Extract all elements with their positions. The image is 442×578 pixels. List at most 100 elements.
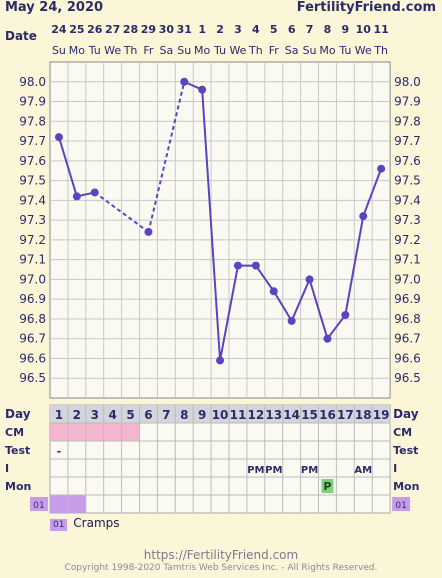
- y-tick-label-right: 96.5: [394, 371, 421, 385]
- date-tick-label: 2: [216, 23, 224, 36]
- y-tick-label-right: 96.8: [394, 312, 421, 326]
- y-tick-label-left: 97.2: [19, 233, 46, 247]
- cycle-day-label: 2: [73, 408, 81, 422]
- y-tick-label-right: 97.5: [394, 174, 421, 188]
- date-tick-label: 27: [105, 23, 120, 36]
- temp-line-segment: [201, 89, 222, 361]
- date-tick-label: 31: [177, 23, 192, 36]
- date-tick-label: 1: [198, 23, 206, 36]
- temp-line-segment: [290, 279, 311, 322]
- weekday-label: Su: [52, 44, 66, 57]
- cm-cell-filled: [67, 423, 86, 441]
- weekday-label: Fr: [269, 44, 280, 57]
- y-tick-label-left: 97.8: [19, 114, 46, 128]
- y-tick-label-right: 97.1: [394, 253, 421, 267]
- footer-url: https://FertilityFriend.com: [143, 548, 299, 562]
- cycle-day-label: 11: [230, 408, 247, 422]
- y-tick-label-left: 97.6: [19, 154, 46, 168]
- cycle-day-label: 10: [212, 408, 229, 422]
- y-tick-label-right: 97.4: [394, 193, 421, 207]
- y-tick-label-right: 96.6: [394, 351, 421, 365]
- cycle-day-label: 18: [355, 408, 372, 422]
- note-legend: 01 Cramps: [50, 516, 120, 531]
- weekday-label: We: [355, 44, 372, 57]
- cycle-day-label: 3: [91, 408, 99, 422]
- date-tick-label: 5: [270, 23, 278, 36]
- chart-date: May 24, 2020: [5, 0, 104, 15]
- note-cell-filled: [67, 495, 86, 513]
- cycle-day-label: 5: [126, 408, 134, 422]
- y-tick-label-right: 97.6: [394, 154, 421, 168]
- date-tick-label: 28: [123, 23, 138, 36]
- temp-point: [377, 164, 386, 173]
- temp-point: [198, 85, 207, 94]
- weekday-label: Mo: [69, 44, 85, 57]
- y-tick-label-right: 97.0: [394, 272, 421, 286]
- y-tick-label-right: 97.9: [394, 95, 421, 109]
- intercourse-mark: PM: [301, 465, 318, 476]
- y-tick-label-left: 98.0: [19, 75, 46, 89]
- temp-point: [180, 77, 189, 86]
- weekday-label: Tu: [213, 44, 226, 57]
- weekday-label: Su: [177, 44, 191, 57]
- temp-point: [359, 212, 368, 221]
- footer-copyright: Copyright 1998-2020 Tamtris Web Services…: [64, 563, 378, 573]
- cycle-day-label: 1: [55, 408, 63, 422]
- y-tick-label-right: 97.7: [394, 134, 421, 148]
- date-tick-label: 29: [141, 23, 156, 36]
- y-tick-label-left: 97.3: [19, 213, 46, 227]
- temp-point: [251, 261, 260, 270]
- note-chip-right: [392, 497, 411, 511]
- temp-line-segment: [272, 290, 293, 322]
- cycle-day-label: 4: [108, 408, 116, 422]
- temp-point: [72, 192, 81, 201]
- y-tick-label-left: 97.4: [19, 193, 46, 207]
- y-tick-label-left: 96.6: [19, 351, 46, 365]
- cycle-day-label: 8: [180, 408, 188, 422]
- y-tick-label-right: 96.7: [394, 332, 421, 346]
- intercourse-mark: PM: [265, 465, 282, 476]
- y-tick-label-left: 97.1: [19, 253, 46, 267]
- row-label-mon-right: Mon: [393, 480, 419, 493]
- temp-line-segment-dashed: [147, 81, 186, 233]
- y-tick-label-left: 97.7: [19, 134, 46, 148]
- temp-line-segment: [219, 265, 239, 361]
- temp-point: [287, 316, 296, 325]
- y-tick-label-left: 96.7: [19, 332, 46, 346]
- weekday-label: Th: [373, 44, 388, 57]
- fertility-chart: 98.0 98.0 97.9 97.9 97.8 97.8 97.7 97.7 97.6 97.6…: [5, 23, 421, 514]
- temp-point: [305, 275, 314, 284]
- y-tick-label-left: 97.5: [19, 174, 46, 188]
- date-tick-label: 30: [159, 23, 175, 36]
- y-tick-label-left: 96.9: [19, 292, 46, 306]
- temp-point: [323, 334, 332, 343]
- date-tick-label: 25: [69, 23, 84, 36]
- cycle-day-label: 14: [283, 408, 300, 422]
- weekday-label: Mo: [194, 44, 210, 57]
- cycle-day-label: 12: [247, 408, 264, 422]
- date-axis-label: Date: [5, 29, 37, 43]
- site-name: FertilityFriend.com: [296, 0, 436, 15]
- temp-point: [90, 188, 99, 197]
- legend-text: Cramps: [73, 516, 120, 530]
- note-code-left: 01: [33, 501, 44, 511]
- weekday-label: Su: [303, 44, 317, 57]
- weekday-label: We: [229, 44, 246, 57]
- weekday-label: Sa: [285, 44, 299, 57]
- row-label-day-right: Day: [393, 407, 419, 421]
- row-label-i-right: I: [393, 462, 397, 475]
- test-mark: -: [57, 445, 62, 458]
- date-tick-label: 8: [324, 23, 332, 36]
- cycle-day-label: 13: [265, 408, 282, 422]
- note-code-right: 01: [395, 501, 406, 511]
- day-row-background: [50, 405, 391, 423]
- weekday-label: We: [104, 44, 121, 57]
- date-tick-label: 24: [51, 23, 67, 36]
- y-tick-label-left: 96.8: [19, 312, 46, 326]
- row-label-day-left: Day: [5, 407, 31, 421]
- date-tick-label: 3: [234, 23, 242, 36]
- temp-point: [144, 227, 153, 236]
- y-tick-label-right: 97.2: [394, 233, 421, 247]
- y-tick-label-right: 98.0: [394, 75, 421, 89]
- weekday-label: Th: [248, 44, 263, 57]
